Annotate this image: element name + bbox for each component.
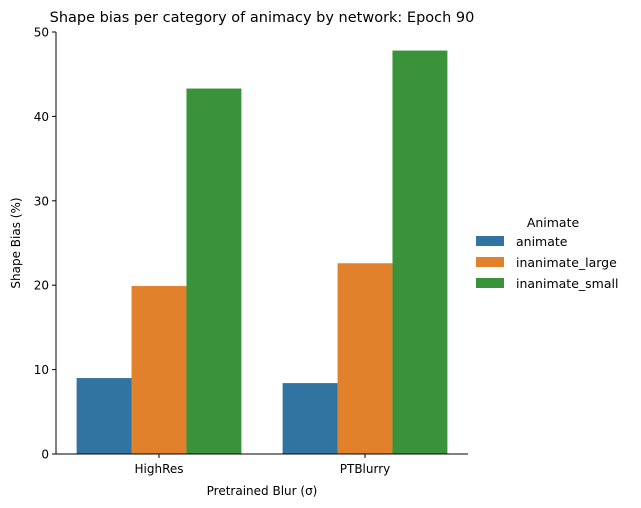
bar-inanimate_small-PTBlurry	[392, 50, 448, 455]
legend-label-inanimate_small: inanimate_small	[516, 276, 618, 291]
x-tick-label: PTBlurry	[340, 462, 391, 476]
chart-title: Shape bias per category of animacy by ne…	[50, 10, 475, 26]
y-tick-label: 10	[34, 363, 49, 377]
y-tick-label: 20	[34, 279, 49, 293]
bar-inanimate_large-HighRes	[131, 286, 187, 454]
y-tick-label: 50	[34, 26, 49, 40]
legend-swatch-animate	[476, 236, 504, 246]
y-tick-label: 0	[41, 448, 49, 462]
bar-animate-PTBlurry	[282, 383, 338, 454]
bar-inanimate_large-PTBlurry	[337, 263, 393, 454]
legend-label-animate: animate	[516, 234, 568, 249]
legend-title: Animate	[527, 215, 580, 230]
x-axis-label: Pretrained Blur (σ)	[207, 484, 318, 498]
legend: Animate animate inanimate_large inanimate_…	[476, 215, 618, 291]
x-axis-ticks: HighRes PTBlurry	[134, 454, 390, 476]
bar-inanimate_small-HighRes	[186, 88, 242, 454]
legend-swatch-inanimate_large	[476, 257, 504, 267]
y-axis-ticks: 0 10 20 30 40 50	[34, 26, 56, 462]
legend-swatch-inanimate_small	[476, 278, 504, 288]
y-tick-label: 40	[34, 110, 49, 124]
legend-label-inanimate_large: inanimate_large	[516, 255, 617, 270]
plot-area	[76, 50, 448, 455]
x-tick-label: HighRes	[134, 462, 183, 476]
y-axis-label: Shape Bias (%)	[9, 197, 23, 288]
y-tick-label: 30	[34, 194, 49, 208]
bar-animate-HighRes	[76, 378, 132, 454]
